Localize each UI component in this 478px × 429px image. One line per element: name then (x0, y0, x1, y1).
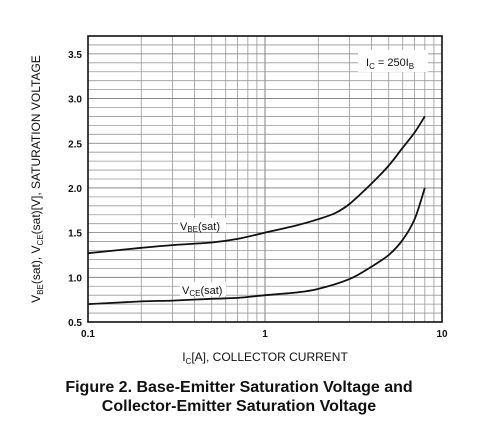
saturation-voltage-chart: 0.51.01.52.02.53.03.5 0.1 1 10 IC = 250IB … (29, 35, 448, 366)
vbe-label-bg (178, 218, 226, 232)
series-line-vbe (87, 115, 426, 255)
y-tick-label: 3.5 (68, 50, 82, 61)
figure-caption-line2: Collector-Emitter Saturation Voltage (101, 398, 377, 415)
x-tick-label: 0.1 (81, 329, 95, 340)
y-tick-label: 3.0 (68, 95, 82, 106)
x-tick-labels: 0.1 1 10 (81, 329, 448, 340)
y-tick-label: 2.0 (68, 184, 82, 195)
grid (88, 36, 442, 322)
figure-caption-line1: Figure 2. Base-Emitter Saturation Voltag… (65, 379, 413, 396)
condition-label: IC = 250IB (366, 57, 414, 71)
x-tick-label: 1 (262, 329, 268, 340)
series-label-vce: VCE(sat) (182, 285, 222, 298)
series-label-vbe: VBE(sat) (180, 221, 220, 234)
y-tick-label: 1.5 (68, 229, 82, 240)
series (87, 115, 426, 305)
series-line-vce (87, 187, 426, 305)
y-tick-label: 1.0 (68, 273, 82, 284)
condition-box (358, 50, 428, 72)
plot-frame (87, 35, 443, 323)
x-tick-label: 10 (436, 329, 448, 340)
x-axis-label: IC[A], COLLECTOR CURRENT (182, 350, 348, 366)
vce-label-bg (180, 282, 226, 296)
y-tick-labels: 0.5 1.0 1.5 2.0 2.5 3.0 3.5 (68, 50, 82, 329)
y-axis-label: VBE(sat), VCE(sat)[V], SATURATION VOLTAG… (29, 55, 45, 303)
y-tick-label: 0.5 (68, 318, 82, 329)
y-tick-label: 2.5 (68, 139, 82, 150)
